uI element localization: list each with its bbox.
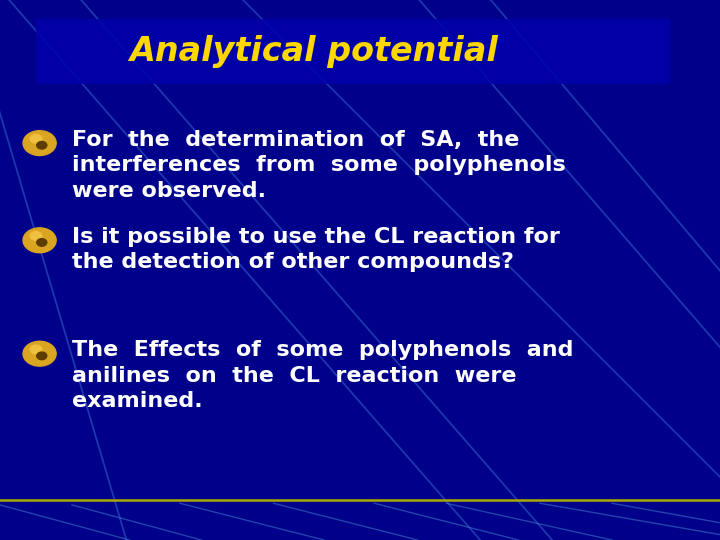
Circle shape [37, 239, 47, 246]
Text: For  the  determination  of  SA,  the
interferences  from  some  polyphenols
wer: For the determination of SA, the interfe… [72, 130, 566, 201]
Circle shape [30, 134, 42, 143]
FancyBboxPatch shape [36, 19, 670, 84]
Circle shape [30, 345, 42, 354]
Circle shape [37, 352, 47, 360]
Circle shape [30, 232, 42, 240]
Circle shape [23, 131, 56, 156]
Circle shape [23, 341, 56, 366]
Circle shape [37, 141, 47, 149]
Text: Is it possible to use the CL reaction for
the detection of other compounds?: Is it possible to use the CL reaction fo… [72, 227, 560, 272]
Text: The  Effects  of  some  polyphenols  and
anilines  on  the  CL  reaction  were
e: The Effects of some polyphenols and anil… [72, 340, 574, 411]
Circle shape [23, 228, 56, 253]
Text: Analytical potential: Analytical potential [130, 35, 498, 68]
